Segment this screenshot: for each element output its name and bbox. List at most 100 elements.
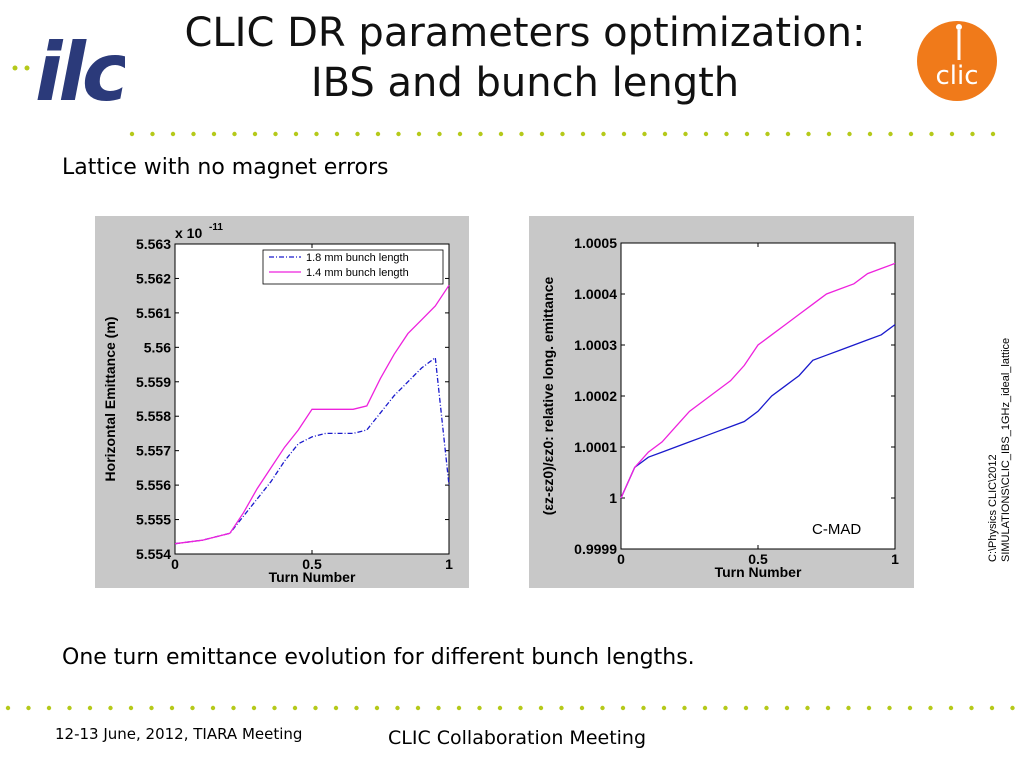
legend-label-1: 1.4 mm bunch length [306,267,409,279]
y-tick-label: 1 [609,490,617,506]
divider-dot [293,131,299,137]
divider-dot [866,705,872,711]
divider-dot [26,705,31,711]
divider-dot [846,705,851,711]
slide-caption: One turn emittance evolution for differe… [62,645,695,670]
divider-dot [683,131,688,137]
divider-dot [888,131,893,137]
divider-dot [949,131,955,137]
divider-dot [395,705,400,711]
divider-dot [150,131,155,137]
x-tick-label: 0.5 [302,556,322,572]
divider-dot [210,705,216,711]
series-line-1 [174,284,450,545]
x-tick-label: 1 [891,551,899,567]
divider-dot [929,131,934,137]
y-tick-label: 5.558 [136,408,171,424]
divider-dot [5,705,11,711]
exponent-label: x 10 [175,225,202,241]
divider-dot [826,131,832,137]
divider-dot [662,131,668,137]
x-axis-label: Turn Number [269,569,356,585]
plot-area [620,242,896,550]
divider-dot [437,131,442,137]
clic-logo: clic [916,20,998,102]
divider-dot [580,131,586,137]
y-tick-label: 0.9999 [574,541,617,557]
longitudinal-emittance-chart: 0.9999 1 1.0001 1.0002 1.0003 1.0004 1.0005 0 0.… [529,216,914,588]
y-axis-label: (εz-εz0)/εz0: relative long. emittance [540,277,556,516]
divider-dot [518,705,523,711]
chart-legend: 1.8 mm bunch length 1.4 mm bunch length [262,249,444,285]
y-tick-label: 5.56 [144,339,171,355]
divider-dot [374,705,380,711]
divider-dot [724,131,729,137]
x-tick-label: 0 [617,551,625,567]
divider-dot [702,705,708,711]
divider-dot [436,705,441,711]
exponent-power: -11 [209,222,223,233]
divider-dot [744,131,750,137]
divider-dot [682,705,687,711]
x-tick-label: 0 [171,556,179,572]
top-dotted-divider [129,131,996,137]
divider-dot [560,131,565,137]
divider-dot [579,705,585,711]
divider-dot [314,131,319,137]
y-tick-label: 5.559 [136,374,171,390]
divider-dot [519,131,524,137]
ilc-logo-text: ilc [35,26,125,110]
series-line-0 [174,356,450,545]
divider-dot [743,705,749,711]
y-tick-label: 1.0004 [574,286,617,302]
divider-dot [46,705,52,711]
divider-dot [87,705,93,711]
divider-dot [989,705,995,711]
divider-dot [128,705,134,711]
slide-title-line1: CLIC DR parameters optimization: [184,10,866,56]
divider-dot [621,131,627,137]
divider-dot [785,131,791,137]
divider-dot [723,705,728,711]
divider-dot [477,705,482,711]
y-tick-label: 5.562 [136,270,171,286]
divider-dot [333,705,339,711]
divider-dot [191,131,196,137]
divider-dot [108,705,113,711]
y-tick-label: 5.554 [136,546,171,562]
divider-dot [600,705,605,711]
divider-dot [661,705,667,711]
y-axis-label: Horizontal Emittance (m) [102,317,118,482]
y-tick-label: 5.563 [136,236,171,252]
plot-area [174,243,450,555]
divider-dot [355,131,360,137]
divider-dot [847,131,852,137]
divider-dot [67,705,72,711]
divider-dot [272,705,277,711]
divider-dot [620,705,626,711]
divider-dot [806,131,811,137]
divider-dot [601,131,606,137]
divider-dot [784,705,790,711]
divider-dot [765,131,770,137]
divider-dot [908,131,914,137]
divider-dot [416,131,422,137]
divider-dot [251,705,257,711]
divider-dot [867,131,873,137]
series-line-1 [620,262,896,499]
divider-dot [887,705,892,711]
divider-dot [1010,705,1015,711]
divider-dot [457,131,463,137]
divider-dot [129,131,135,137]
series-line-0 [620,324,896,499]
divider-dot [990,131,996,137]
divider-dot [149,705,154,711]
divider-dot [456,705,462,711]
divider-dot [313,705,318,711]
y-tick-label: 1.0001 [574,439,617,455]
divider-dot [538,705,544,711]
divider-dot [170,131,176,137]
divider-dot [252,131,258,137]
clic-logo-text: clic [935,61,978,91]
divider-dot [559,705,564,711]
